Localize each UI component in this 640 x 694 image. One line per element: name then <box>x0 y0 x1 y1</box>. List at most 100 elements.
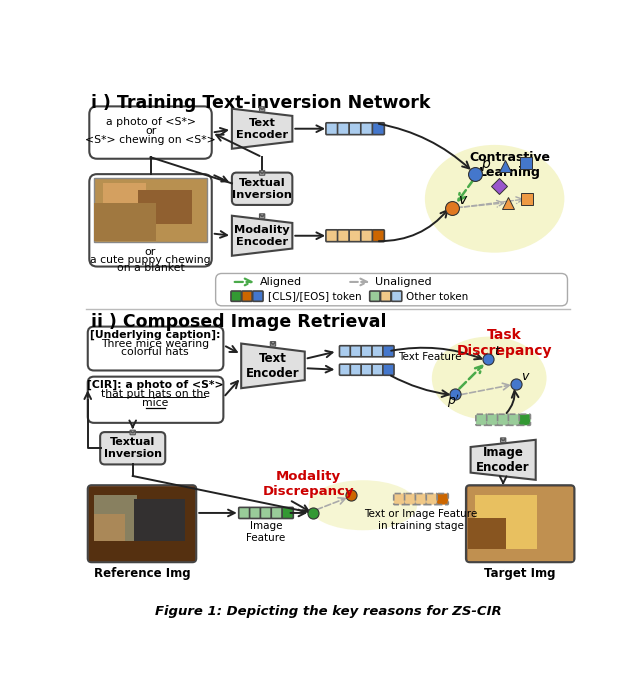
FancyBboxPatch shape <box>361 123 372 135</box>
FancyBboxPatch shape <box>88 377 223 423</box>
Text: Text
Encoder: Text Encoder <box>236 118 288 139</box>
Text: Other token: Other token <box>406 291 468 302</box>
FancyBboxPatch shape <box>260 507 271 518</box>
Text: [CLS]/[EOS] token: [CLS]/[EOS] token <box>268 291 362 302</box>
FancyBboxPatch shape <box>271 507 282 518</box>
FancyBboxPatch shape <box>337 123 349 135</box>
FancyBboxPatch shape <box>415 493 427 505</box>
Text: Textual
Inversion: Textual Inversion <box>104 437 162 459</box>
FancyBboxPatch shape <box>130 430 135 434</box>
FancyBboxPatch shape <box>88 485 196 562</box>
FancyBboxPatch shape <box>508 414 520 425</box>
Text: Textual
Inversion: Textual Inversion <box>232 178 292 200</box>
FancyBboxPatch shape <box>259 107 265 111</box>
Text: that put hats on the: that put hats on the <box>100 389 210 399</box>
FancyBboxPatch shape <box>90 106 212 159</box>
Text: $v$: $v$ <box>458 194 468 208</box>
Text: a cute puppy chewing: a cute puppy chewing <box>90 255 211 265</box>
FancyBboxPatch shape <box>239 507 250 518</box>
FancyBboxPatch shape <box>476 414 487 425</box>
Text: $p'$: $p'$ <box>447 393 460 410</box>
FancyBboxPatch shape <box>383 364 394 375</box>
FancyBboxPatch shape <box>134 499 184 541</box>
FancyBboxPatch shape <box>88 327 223 371</box>
Text: <S*> chewing on <S*>: <S*> chewing on <S*> <box>85 135 216 145</box>
FancyBboxPatch shape <box>231 291 241 301</box>
FancyBboxPatch shape <box>90 174 212 266</box>
FancyBboxPatch shape <box>94 514 125 541</box>
Text: i ) Training Text-inversion Network: i ) Training Text-inversion Network <box>91 94 430 112</box>
Text: Target Img: Target Img <box>484 567 556 580</box>
FancyBboxPatch shape <box>486 414 498 425</box>
FancyBboxPatch shape <box>392 291 402 301</box>
FancyBboxPatch shape <box>339 364 351 375</box>
Text: [CIR]: a photo of <S*>: [CIR]: a photo of <S*> <box>87 380 223 390</box>
FancyBboxPatch shape <box>90 486 195 561</box>
Text: $v$: $v$ <box>521 370 531 383</box>
FancyBboxPatch shape <box>370 291 380 301</box>
Text: ii ) Composed Image Retrieval: ii ) Composed Image Retrieval <box>91 313 387 331</box>
Text: or: or <box>145 126 156 137</box>
FancyBboxPatch shape <box>94 203 156 241</box>
FancyBboxPatch shape <box>372 230 385 242</box>
Polygon shape <box>232 109 292 149</box>
Text: Image
Feature: Image Feature <box>246 521 285 543</box>
Text: Text
Encoder: Text Encoder <box>246 352 300 380</box>
FancyBboxPatch shape <box>467 486 573 561</box>
FancyBboxPatch shape <box>216 273 568 306</box>
FancyBboxPatch shape <box>350 364 362 375</box>
FancyBboxPatch shape <box>339 346 351 357</box>
Text: mice: mice <box>142 398 168 408</box>
Ellipse shape <box>425 145 564 253</box>
FancyBboxPatch shape <box>372 364 383 375</box>
FancyBboxPatch shape <box>467 518 506 549</box>
FancyBboxPatch shape <box>404 493 416 505</box>
FancyBboxPatch shape <box>350 346 362 357</box>
Ellipse shape <box>432 337 547 420</box>
FancyBboxPatch shape <box>437 493 448 505</box>
Polygon shape <box>470 440 536 480</box>
FancyBboxPatch shape <box>94 178 207 242</box>
FancyBboxPatch shape <box>270 341 276 346</box>
Text: Task
Discrepancy: Task Discrepancy <box>457 328 552 358</box>
Text: a photo of <S*>: a photo of <S*> <box>106 117 196 127</box>
Text: Contrastive
Learning: Contrastive Learning <box>470 151 550 179</box>
FancyBboxPatch shape <box>381 291 391 301</box>
FancyBboxPatch shape <box>466 485 575 562</box>
FancyBboxPatch shape <box>349 123 361 135</box>
Polygon shape <box>232 216 292 256</box>
Text: on a blanket: on a blanket <box>116 264 184 273</box>
FancyBboxPatch shape <box>253 291 263 301</box>
FancyBboxPatch shape <box>519 414 531 425</box>
Text: Figure 1: Depicting the key reasons for ZS-CIR: Figure 1: Depicting the key reasons for … <box>155 605 501 618</box>
FancyBboxPatch shape <box>383 346 394 357</box>
FancyBboxPatch shape <box>361 230 372 242</box>
FancyBboxPatch shape <box>500 438 506 443</box>
FancyBboxPatch shape <box>349 230 361 242</box>
Text: or: or <box>145 246 156 257</box>
FancyBboxPatch shape <box>94 496 136 541</box>
FancyBboxPatch shape <box>337 230 349 242</box>
FancyBboxPatch shape <box>103 183 146 226</box>
FancyBboxPatch shape <box>250 507 260 518</box>
Text: $p$: $p$ <box>481 158 492 174</box>
FancyBboxPatch shape <box>361 346 372 357</box>
Text: Reference Img: Reference Img <box>93 567 190 580</box>
FancyBboxPatch shape <box>372 346 383 357</box>
FancyBboxPatch shape <box>259 214 265 219</box>
FancyBboxPatch shape <box>259 171 265 176</box>
FancyBboxPatch shape <box>372 123 385 135</box>
FancyBboxPatch shape <box>426 493 437 505</box>
FancyBboxPatch shape <box>100 432 165 464</box>
FancyBboxPatch shape <box>232 173 292 205</box>
FancyBboxPatch shape <box>394 493 405 505</box>
Text: Unaligned: Unaligned <box>375 277 432 287</box>
Text: Modality
Discrepancy: Modality Discrepancy <box>263 470 355 498</box>
Text: Three mice wearing: Three mice wearing <box>101 339 209 349</box>
Text: colorful hats: colorful hats <box>122 348 189 357</box>
FancyBboxPatch shape <box>138 189 193 224</box>
FancyBboxPatch shape <box>326 230 338 242</box>
Text: [Underlying caption]:: [Underlying caption]: <box>90 330 220 340</box>
FancyBboxPatch shape <box>476 496 537 549</box>
FancyBboxPatch shape <box>242 291 252 301</box>
